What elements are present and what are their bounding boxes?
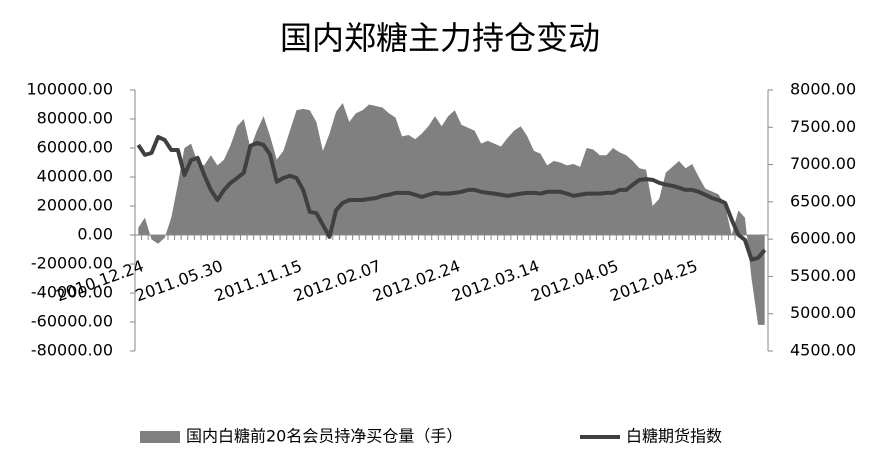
y-tick-label: 0.00 — [77, 225, 113, 244]
chart-title: 国内郑糖主力持仓变动 — [280, 19, 600, 57]
line — [136, 134, 767, 262]
y-tick-label: 40000.00 — [37, 167, 113, 186]
y2-tick-label: 8000.00 — [790, 80, 856, 99]
y2-tick-label: 7500.00 — [790, 117, 856, 136]
y2-tick-label: 6500.00 — [790, 191, 856, 210]
y2-tick-label: 5000.00 — [790, 303, 856, 322]
y2-tick-label: 4500.00 — [790, 341, 856, 360]
y-tick-label: 60000.00 — [37, 138, 113, 157]
x-tick-label: 2012.03.14 — [449, 256, 542, 305]
area — [138, 103, 765, 325]
y-tick-label: 100000.00 — [26, 80, 113, 99]
legend-label: 国内白糖前20名会员持净买仓量（手） — [186, 427, 462, 446]
y-tick-label: -20000.00 — [31, 254, 113, 273]
x-tick-label: 2012.02.07 — [291, 256, 384, 305]
legend-label: 白糖期货指数 — [626, 427, 722, 446]
x-tick-label: 2012.02.24 — [370, 256, 463, 305]
y2-tick-label: 7000.00 — [790, 154, 856, 173]
y-tick-label: 20000.00 — [37, 196, 113, 215]
x-tick-label: 2011.11.15 — [212, 256, 305, 305]
x-tick-label: 2012.04.25 — [607, 256, 700, 305]
legend-swatch — [140, 431, 180, 443]
x-tick-label: 2011.05.30 — [133, 256, 226, 305]
y-tick-label: -80000.00 — [31, 341, 113, 360]
y2-tick-label: 6000.00 — [790, 229, 856, 248]
x-tick-label: 2012.04.05 — [528, 256, 621, 305]
y-tick-label: 80000.00 — [37, 109, 113, 128]
y2-tick-label: 5500.00 — [790, 266, 856, 285]
y-tick-label: -60000.00 — [31, 312, 113, 331]
y-tick-label: -40000.00 — [31, 283, 113, 302]
